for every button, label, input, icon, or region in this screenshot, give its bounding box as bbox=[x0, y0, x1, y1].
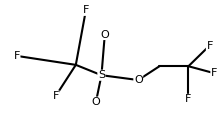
Text: O: O bbox=[134, 75, 143, 85]
Text: F: F bbox=[14, 51, 20, 61]
Text: F: F bbox=[211, 68, 217, 78]
Text: F: F bbox=[83, 5, 89, 15]
Text: O: O bbox=[100, 30, 109, 39]
Text: F: F bbox=[53, 91, 59, 101]
Text: F: F bbox=[185, 94, 192, 104]
Text: O: O bbox=[91, 97, 100, 107]
Text: S: S bbox=[98, 70, 105, 80]
Text: F: F bbox=[206, 41, 213, 51]
